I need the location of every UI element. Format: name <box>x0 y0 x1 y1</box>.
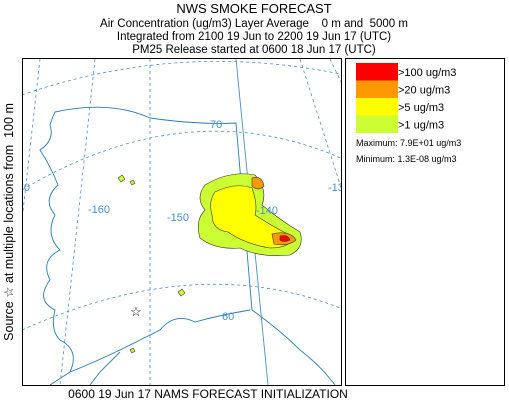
map-label: -140 <box>256 205 278 217</box>
legend-maximum: Maximum: 7.9E+01 ug/m3 <box>356 138 461 148</box>
source-marker: ☆ <box>130 304 142 319</box>
coastline <box>39 106 336 385</box>
coastline <box>49 351 121 385</box>
legend-minimum: Minimum: 1.3E-08 ug/m3 <box>356 154 457 164</box>
graticule <box>23 59 341 385</box>
legend-swatch <box>356 63 398 81</box>
subtitle: Air Concentration (ug/m3) Layer Average … <box>100 18 408 30</box>
map-area: ☆ 70 -170 -160 -150 -140 -130 60 <box>8 59 350 385</box>
legend-label: >100 ug/m3 <box>398 67 456 79</box>
subtitle: Integrated from 2100 19 Jun to 2200 19 J… <box>117 31 391 43</box>
legend-swatch <box>356 98 398 116</box>
legend-label: >5 ug/m3 <box>398 102 444 114</box>
subtitle: PM25 Release started at 0600 18 Jun 17 (… <box>132 44 376 56</box>
legend-label: >20 ug/m3 <box>398 84 450 96</box>
legend: >100 ug/m3 >20 ug/m3 >5 ug/m3 >1 ug/m3 <box>356 63 456 133</box>
map-label: -150 <box>167 212 189 224</box>
legend-swatch <box>356 80 398 98</box>
graticule-labels: 70 -170 -160 -150 -140 -130 60 <box>8 119 350 323</box>
map-label: -170 <box>8 182 30 194</box>
map-label: -160 <box>88 204 110 216</box>
map-label: -130 <box>328 182 350 194</box>
title: NWS SMOKE FORECAST <box>176 1 331 16</box>
side-label: Source ☆ at multiple locations from 100 … <box>2 103 16 341</box>
map-label: 70 <box>210 119 222 131</box>
legend-swatch <box>356 115 398 133</box>
footer: 0600 19 Jun 17 NAMS FORECAST INITIALIZAT… <box>68 387 348 401</box>
map-frame <box>22 58 342 386</box>
legend-label: >1 ug/m3 <box>398 119 444 131</box>
smoke-plume <box>117 173 302 354</box>
map-label: 60 <box>222 311 234 323</box>
